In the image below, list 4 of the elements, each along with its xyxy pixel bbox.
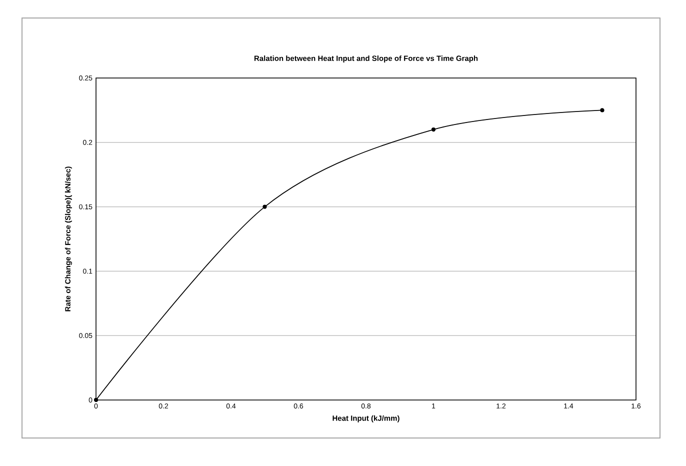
point	[262, 204, 267, 209]
point	[94, 398, 98, 402]
point	[600, 108, 604, 112]
point	[431, 127, 436, 132]
